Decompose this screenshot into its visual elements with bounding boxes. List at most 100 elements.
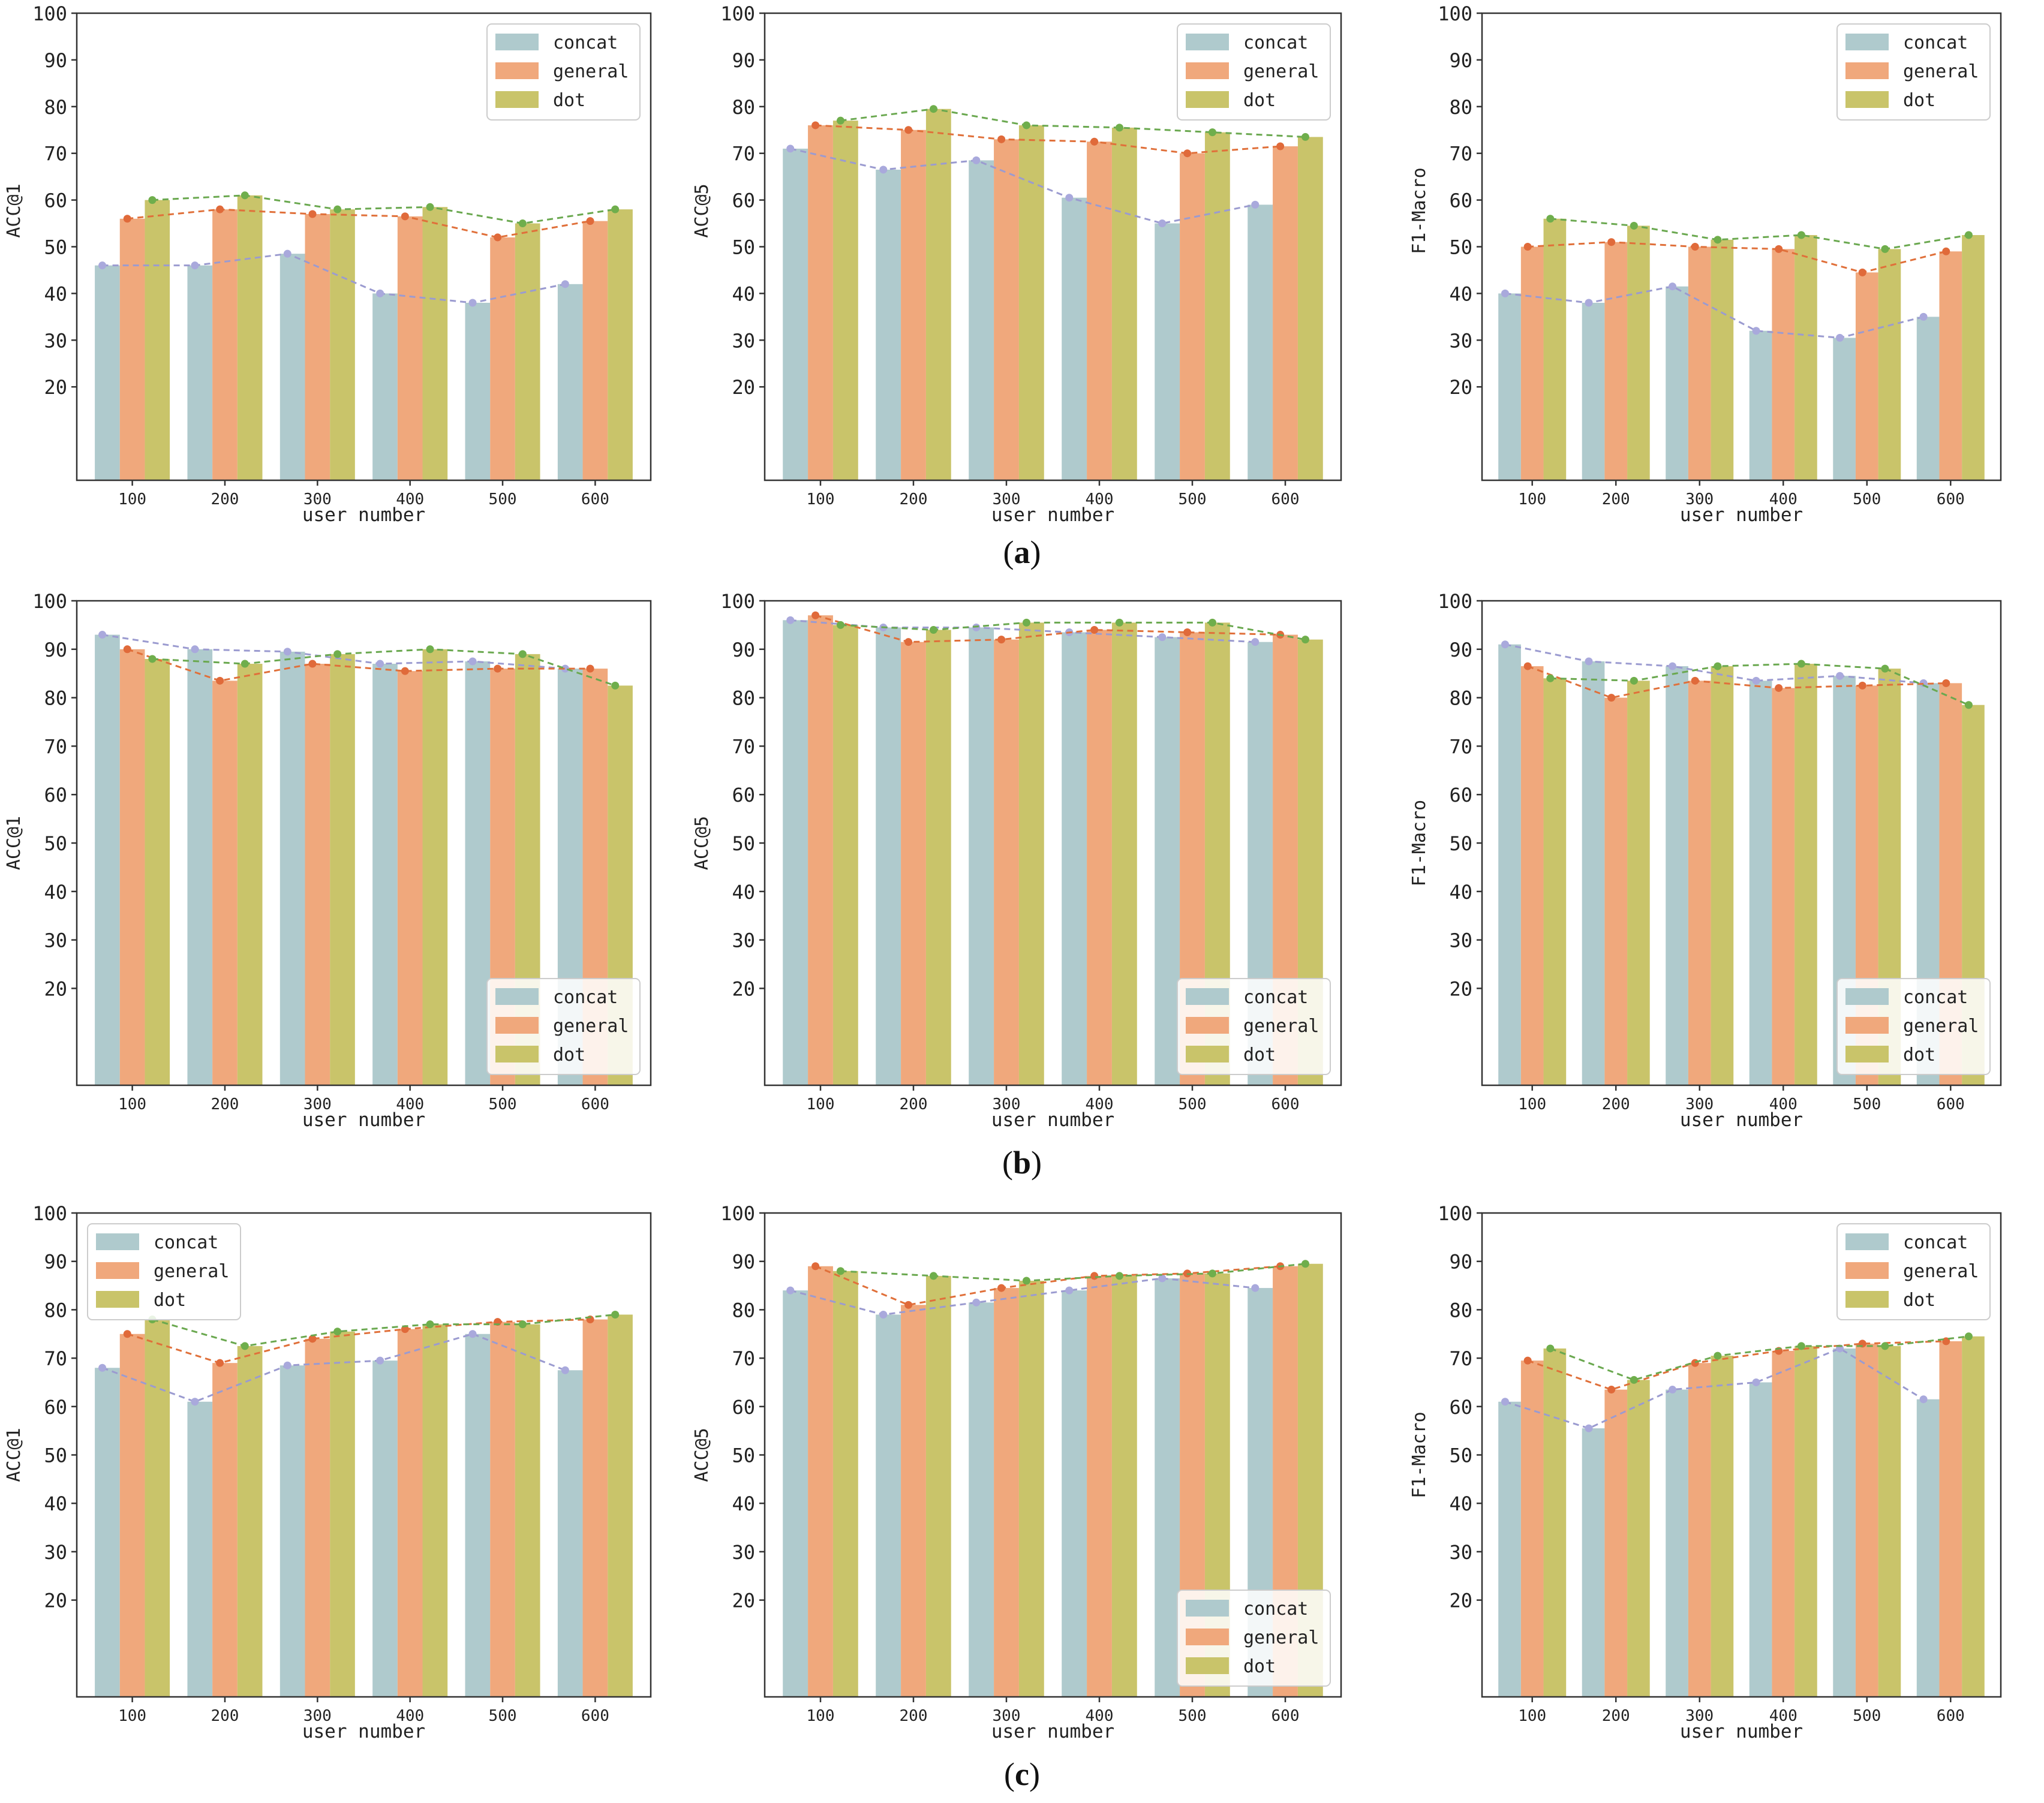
marker-concat-400 bbox=[1752, 1378, 1760, 1386]
marker-dot-200 bbox=[1630, 1375, 1638, 1384]
x-tick-label: 100 bbox=[118, 1095, 146, 1113]
bar-general-200 bbox=[901, 642, 926, 1085]
legend-label-dot: dot bbox=[1903, 1290, 1935, 1311]
y-tick-label: 20 bbox=[732, 376, 755, 399]
caption-c-letter: c bbox=[1015, 1756, 1029, 1792]
legend-label-concat: concat bbox=[1243, 32, 1308, 53]
bar-concat-300 bbox=[1666, 286, 1688, 480]
y-tick-label: 100 bbox=[1438, 590, 1472, 613]
bar-concat-100 bbox=[783, 148, 808, 480]
bar-concat-600 bbox=[1916, 317, 1940, 480]
marker-concat-300 bbox=[972, 1298, 981, 1307]
marker-dot-500 bbox=[518, 650, 527, 658]
y-tick-label: 40 bbox=[732, 282, 755, 305]
bar-dot-400 bbox=[1794, 235, 1817, 480]
y-tick-label: 70 bbox=[44, 735, 67, 758]
bar-concat-500 bbox=[1155, 223, 1180, 480]
bar-general-300 bbox=[994, 639, 1019, 1085]
y-tick-label: 50 bbox=[1449, 832, 1472, 855]
marker-dot-600 bbox=[1964, 701, 1973, 709]
marker-concat-400 bbox=[376, 1356, 384, 1365]
marker-concat-200 bbox=[191, 1398, 199, 1406]
bar-dot-500 bbox=[515, 1324, 540, 1697]
x-tick-label: 200 bbox=[1602, 1095, 1630, 1113]
marker-dot-500 bbox=[1208, 618, 1216, 627]
y-axis-label: ACC@5 bbox=[692, 1428, 713, 1482]
marker-general-200 bbox=[904, 638, 913, 646]
bar-dot-200 bbox=[1627, 1380, 1650, 1697]
bar-dot-100 bbox=[145, 200, 170, 480]
y-tick-label: 60 bbox=[44, 784, 67, 806]
bar-dot-600 bbox=[608, 209, 633, 480]
x-tick-label: 400 bbox=[1769, 1707, 1797, 1725]
chart-c-acc1: 20 30 40 50 60 70 80 90 100 100 200 300 400 500 600 use… bbox=[4, 1202, 652, 1742]
y-tick-label: 20 bbox=[732, 1590, 755, 1612]
marker-concat-300 bbox=[283, 1361, 291, 1369]
y-tick-label: 20 bbox=[44, 376, 67, 399]
x-tick-label: 100 bbox=[807, 1707, 835, 1725]
x-tick-label: 200 bbox=[900, 1707, 928, 1725]
trend-line-general bbox=[127, 1319, 591, 1364]
trend-line-concat bbox=[1505, 285, 1924, 339]
legend-label-concat: concat bbox=[553, 32, 618, 53]
bar-general-400 bbox=[1087, 1275, 1112, 1697]
x-axis-label: user number bbox=[302, 1721, 425, 1742]
marker-concat-500 bbox=[1836, 333, 1844, 342]
marker-general-400 bbox=[1090, 625, 1099, 634]
marker-general-200 bbox=[1607, 1386, 1616, 1394]
legend: concat general dot bbox=[1177, 1590, 1331, 1687]
marker-general-400 bbox=[1775, 684, 1783, 692]
bar-dot-200 bbox=[925, 1275, 951, 1697]
x-tick-label: 200 bbox=[211, 490, 239, 508]
marker-concat-100 bbox=[1501, 640, 1510, 649]
legend-label-general: general bbox=[553, 1016, 629, 1037]
marker-general-100 bbox=[123, 645, 131, 654]
bar-general-400 bbox=[1087, 630, 1112, 1085]
bar-general-500 bbox=[490, 1322, 515, 1697]
y-tick-label: 60 bbox=[44, 189, 67, 212]
legend-swatch-dot bbox=[1186, 1657, 1229, 1674]
y-tick-label: 80 bbox=[44, 687, 67, 710]
y-tick-label: 50 bbox=[1449, 236, 1472, 259]
bar-general-600 bbox=[582, 1319, 608, 1697]
marker-general-100 bbox=[811, 1262, 820, 1271]
legend-label-dot: dot bbox=[1903, 1045, 1935, 1065]
y-tick-label: 90 bbox=[1449, 1251, 1472, 1274]
marker-concat-300 bbox=[283, 648, 291, 656]
marker-dot-100 bbox=[1546, 674, 1555, 682]
x-tick-label: 500 bbox=[489, 1707, 517, 1725]
marker-concat-600 bbox=[1919, 1395, 1928, 1404]
x-tick-label: 300 bbox=[303, 1095, 332, 1113]
marker-dot-100 bbox=[1546, 215, 1555, 223]
bar-concat-400 bbox=[1062, 632, 1087, 1085]
legend-swatch-general bbox=[1186, 1017, 1229, 1034]
trend-line-general bbox=[127, 648, 591, 682]
marker-general-200 bbox=[216, 205, 224, 213]
marker-dot-400 bbox=[1797, 1342, 1805, 1350]
x-tick-label: 200 bbox=[211, 1095, 239, 1113]
chart-a-acc1: 20 30 40 50 60 70 80 90 100 100 200 300 400 500 600 use… bbox=[4, 2, 652, 526]
y-tick-label: 50 bbox=[44, 1444, 67, 1467]
y-tick-label: 50 bbox=[1449, 1444, 1472, 1467]
marker-dot-600 bbox=[611, 205, 620, 213]
x-tick-label: 500 bbox=[1853, 1095, 1881, 1113]
y-tick-label: 40 bbox=[44, 881, 67, 904]
marker-dot-600 bbox=[611, 1310, 620, 1319]
x-tick-label: 600 bbox=[1937, 490, 1965, 508]
y-axis-label: ACC@5 bbox=[692, 183, 713, 237]
legend-swatch-concat bbox=[1845, 988, 1889, 1005]
marker-dot-300 bbox=[333, 1328, 342, 1336]
marker-concat-600 bbox=[561, 1366, 569, 1374]
bar-general-300 bbox=[1688, 681, 1711, 1085]
marker-concat-400 bbox=[1752, 327, 1760, 335]
bar-dot-100 bbox=[1543, 1348, 1567, 1697]
marker-general-100 bbox=[123, 215, 131, 223]
x-tick-label: 100 bbox=[118, 1707, 146, 1725]
marker-concat-200 bbox=[191, 645, 199, 654]
x-tick-label: 400 bbox=[1769, 490, 1797, 508]
marker-general-500 bbox=[494, 233, 502, 242]
caption-b: (b) bbox=[1002, 1145, 1042, 1181]
marker-dot-100 bbox=[836, 116, 844, 125]
bar-dot-300 bbox=[1711, 1356, 1734, 1697]
y-tick-label: 90 bbox=[44, 1251, 67, 1274]
